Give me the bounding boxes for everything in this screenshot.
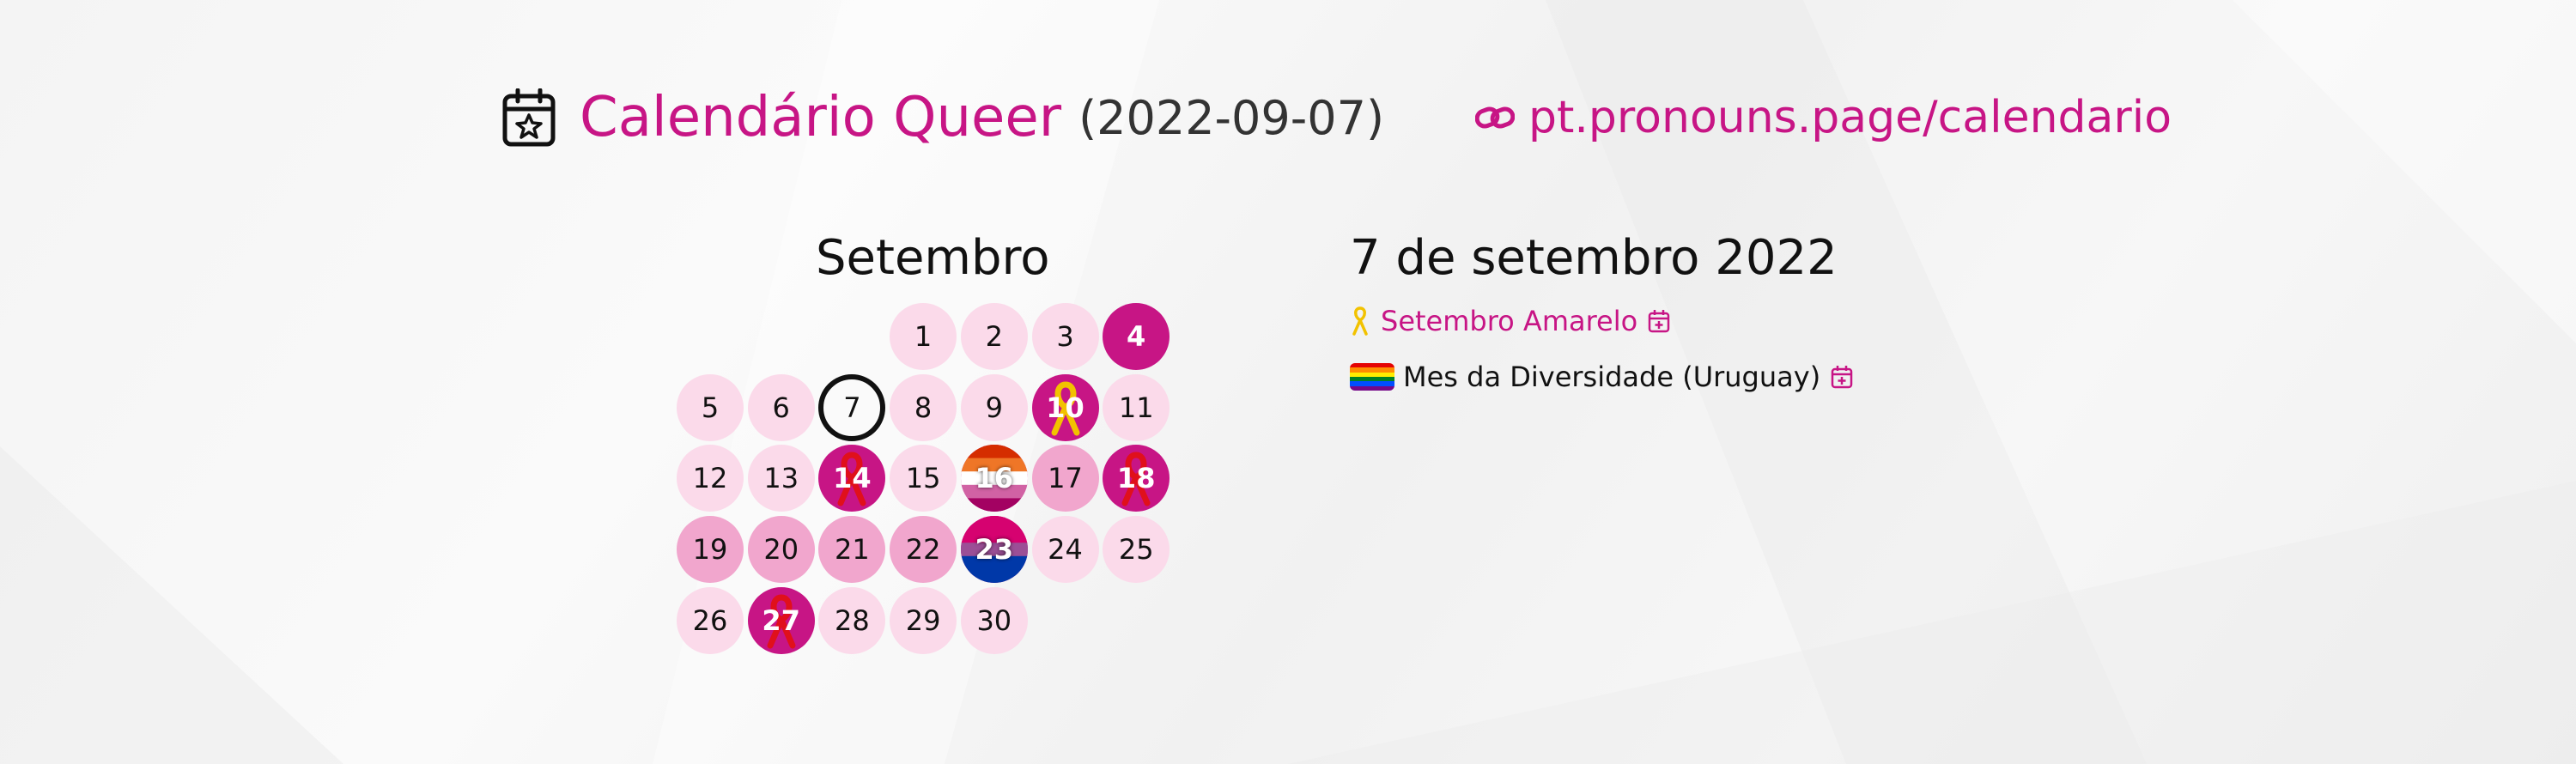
day-number: 5 — [701, 391, 720, 424]
calendar-day[interactable]: 30 — [960, 586, 1028, 654]
calendar-day[interactable]: 17 — [1031, 445, 1099, 512]
calendar-star-icon — [502, 88, 556, 147]
event-mes-da-diversidade[interactable]: Mes da Diversidade (Uruguay) — [1350, 361, 1853, 393]
pronouns-page-logo-icon — [1475, 106, 1515, 129]
day-number: 8 — [914, 391, 933, 424]
calendar-day[interactable]: 12 — [677, 445, 744, 512]
day-number: 26 — [692, 603, 728, 637]
calendar-day[interactable]: 18 — [1103, 445, 1170, 512]
event-setembro-amarelo[interactable]: Setembro Amarelo — [1352, 305, 1670, 337]
page-date: (2022-09-07) — [1078, 90, 1385, 145]
calendar-day[interactable]: 15 — [890, 445, 957, 512]
day-number: 9 — [985, 391, 1003, 424]
red-ribbon-icon — [767, 594, 796, 649]
page-header: Calendário Queer (2022-09-07) — [502, 79, 1384, 156]
calendar-day[interactable]: 20 — [747, 516, 815, 584]
calendar-day[interactable]: 10 — [1031, 373, 1099, 441]
calendar-plus-icon[interactable] — [1831, 365, 1853, 389]
calendar-grid: 1 2 3 4 5 6 7 8 9 10 11 12 13 14 15 16 17 18 19 20 21 22 23 24 2… — [677, 303, 1175, 655]
day-number: 24 — [1048, 533, 1083, 567]
calendar-day[interactable]: 11 — [1103, 373, 1170, 441]
day-number: 3 — [1056, 320, 1074, 353]
calendar-day[interactable]: 9 — [960, 373, 1028, 441]
calendar-day[interactable]: 24 — [1031, 516, 1099, 584]
day-number: 29 — [905, 603, 941, 637]
calendar-day[interactable]: 6 — [747, 373, 815, 441]
day-number: 23 — [975, 533, 1014, 567]
event-label: Mes da Diversidade (Uruguay) — [1403, 361, 1821, 393]
yellow-ribbon-icon — [1051, 381, 1079, 436]
bisexual-flag-icon — [960, 516, 1028, 584]
day-number: 13 — [763, 462, 799, 495]
day-number: 21 — [835, 533, 870, 567]
calendar-day[interactable]: 21 — [818, 516, 886, 584]
day-number: 11 — [1118, 391, 1154, 424]
day-number: 7 — [843, 391, 861, 424]
calendar-day[interactable]: 23 — [960, 516, 1028, 584]
calendar-plus-icon[interactable] — [1648, 309, 1670, 333]
calendar-day[interactable]: 22 — [890, 516, 957, 584]
red-ribbon-icon — [837, 452, 866, 506]
day-number: 10 — [1046, 391, 1084, 424]
calendar-day[interactable]: 14 — [818, 445, 886, 512]
event-label[interactable]: Setembro Amarelo — [1381, 305, 1638, 337]
calendar-day[interactable]: 5 — [677, 373, 744, 441]
day-number: 25 — [1118, 533, 1154, 567]
day-number: 4 — [1127, 320, 1146, 353]
day-number: 20 — [763, 533, 799, 567]
day-number: 6 — [772, 391, 790, 424]
day-number: 28 — [835, 603, 870, 637]
day-number: 1 — [914, 320, 933, 353]
day-number: 18 — [1116, 462, 1156, 495]
site-link[interactable]: pt.pronouns.page/calendario — [1475, 86, 2172, 149]
day-number: 30 — [976, 603, 1012, 637]
day-number: 27 — [762, 603, 800, 637]
calendar-day[interactable]: 19 — [677, 516, 744, 584]
calendar-day[interactable]: 29 — [890, 586, 957, 654]
selected-date-heading: 7 de setembro 2022 — [1350, 230, 1838, 286]
day-number: 2 — [985, 320, 1003, 353]
lesbian-flag-icon — [960, 445, 1028, 512]
day-number: 12 — [692, 462, 728, 495]
rainbow-flag-icon — [1350, 363, 1394, 391]
calendar-day[interactable]: 25 — [1103, 516, 1170, 584]
site-url[interactable]: pt.pronouns.page/calendario — [1528, 92, 2172, 143]
day-number: 22 — [905, 533, 941, 567]
page-title: Calendário Queer — [580, 86, 1062, 149]
day-number: 17 — [1048, 462, 1083, 495]
red-ribbon-icon — [1121, 452, 1151, 506]
calendar-day[interactable]: 7 — [818, 373, 886, 441]
calendar-day[interactable]: 2 — [960, 303, 1028, 370]
month-name: Setembro — [816, 230, 1050, 286]
calendar-day[interactable]: 27 — [747, 586, 815, 654]
calendar-day[interactable]: 26 — [677, 586, 744, 654]
calendar-day[interactable]: 1 — [890, 303, 957, 370]
day-number: 19 — [692, 533, 728, 567]
calendar-day[interactable]: 8 — [890, 373, 957, 441]
yellow-ribbon-icon — [1352, 306, 1368, 336]
calendar-day[interactable]: 3 — [1031, 303, 1099, 370]
day-number: 15 — [905, 462, 941, 495]
day-number: 16 — [975, 462, 1014, 495]
day-number: 14 — [833, 462, 872, 495]
calendar-day[interactable]: 4 — [1103, 303, 1170, 370]
calendar-day[interactable]: 16 — [960, 445, 1028, 512]
calendar-day[interactable]: 13 — [747, 445, 815, 512]
calendar-day[interactable]: 28 — [818, 586, 886, 654]
